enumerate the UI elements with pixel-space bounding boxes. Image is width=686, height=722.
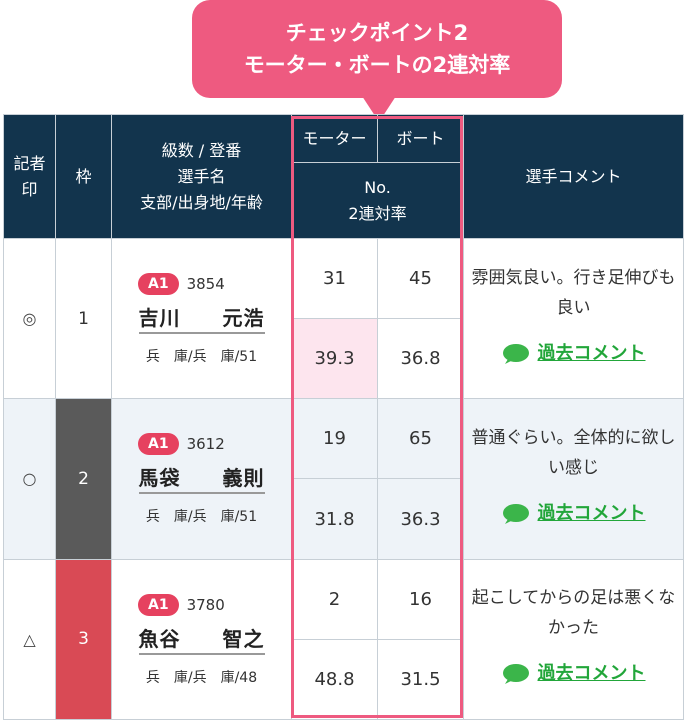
comment-cell: 雰囲気良い。行き足伸びも良い 過去コメント [463,237,684,400]
waku-number: 2 [55,398,112,560]
racer-cell: A1 3854 吉川 元浩 兵 庫/兵 庫/51 [111,237,292,400]
registration-number: 3780 [186,595,225,614]
reporter-mark: ○ [3,398,56,560]
table-row: 31.8 36.3 [4,478,684,560]
motor-rate: 48.8 [291,638,378,721]
table-row: △ 3 A1 3780 魚谷 智之 兵 庫/兵 庫/48 2 16 起こしてから… [3,558,684,721]
racer-comment: 起こしてからの足は悪くなかった [471,588,676,639]
header-comment: 選手コメント [463,114,684,239]
speech-bubble-icon [502,503,529,524]
motor-no: 31 [291,237,378,320]
motor-rate: 31.8 [291,478,378,560]
callout-subtitle: モーター・ボートの2連対率 [243,53,511,77]
racer-info: 兵 庫/兵 庫/51 [145,509,258,526]
boat-no: 16 [377,558,464,640]
table-row: 39.3 36.8 [4,318,684,400]
racer-comment: 普通ぐらい。全体的に欲しい感じ [471,427,676,478]
past-comment-link[interactable]: 過去コメント [502,659,646,689]
motor-no: 2 [291,558,378,640]
waku-number: 3 [55,558,112,721]
reporter-mark: △ [3,558,56,721]
header-no-rate: No. 2連対率 [291,162,464,239]
waku-number: 1 [55,237,112,400]
header-boat: ボート [377,114,464,163]
header-motor: モーター [291,114,378,163]
past-comment-link[interactable]: 過去コメント [502,339,646,369]
race-table: 記者 印 枠 級数 / 登番 選手名 支部/出身地/年齢 モーター ボート 選手… [3,114,684,721]
grade-badge: A1 [138,433,179,456]
motor-rate: 39.3 [291,318,378,400]
boat-rate: 36.8 [377,318,464,400]
past-comment-link[interactable]: 過去コメント [502,499,646,529]
boat-no: 65 [377,398,464,480]
racer-cell: A1 3780 魚谷 智之 兵 庫/兵 庫/48 [111,558,292,721]
registration-number: 3612 [186,435,225,454]
checkpoint-callout: チェックポイント2 モーター・ボートの2連対率 [192,0,562,98]
racer-cell: A1 3612 馬袋 義則 兵 庫/兵 庫/51 [111,398,292,560]
header-racer: 級数 / 登番 選手名 支部/出身地/年齢 [111,114,292,239]
callout-title: チェックポイント2 [285,21,469,45]
registration-number: 3854 [186,275,225,294]
grade-badge: A1 [138,593,179,616]
racer-name-link[interactable]: 吉川 元浩 [138,302,265,335]
racer-info: 兵 庫/兵 庫/48 [145,669,258,686]
speech-bubble-icon [502,343,529,364]
racer-name-link[interactable]: 馬袋 義則 [138,462,265,495]
grade-badge: A1 [138,273,179,296]
boat-rate: 31.5 [377,638,464,721]
table-row: ○ 2 A1 3612 馬袋 義則 兵 庫/兵 庫/51 19 65 普通ぐらい… [3,398,684,560]
speech-bubble-icon [502,664,529,685]
reporter-mark: ◎ [3,237,56,400]
header-waku: 枠 [55,114,112,239]
boat-rate: 36.3 [377,478,464,560]
racer-name-link[interactable]: 魚谷 智之 [138,623,265,655]
racer-info: 兵 庫/兵 庫/51 [145,349,258,366]
motor-no: 19 [291,398,378,480]
header-mark: 記者 印 [3,114,56,239]
boat-no: 45 [377,237,464,320]
table-row: 48.8 31.5 [4,638,684,721]
table-row: ◎ 1 A1 3854 吉川 元浩 兵 庫/兵 庫/51 31 45 雰囲気良い… [3,237,684,400]
comment-cell: 起こしてからの足は悪くなかった 過去コメント [463,558,684,721]
comment-cell: 普通ぐらい。全体的に欲しい感じ 過去コメント [463,398,684,560]
racer-comment: 雰囲気良い。行き足伸びも良い [471,267,676,318]
